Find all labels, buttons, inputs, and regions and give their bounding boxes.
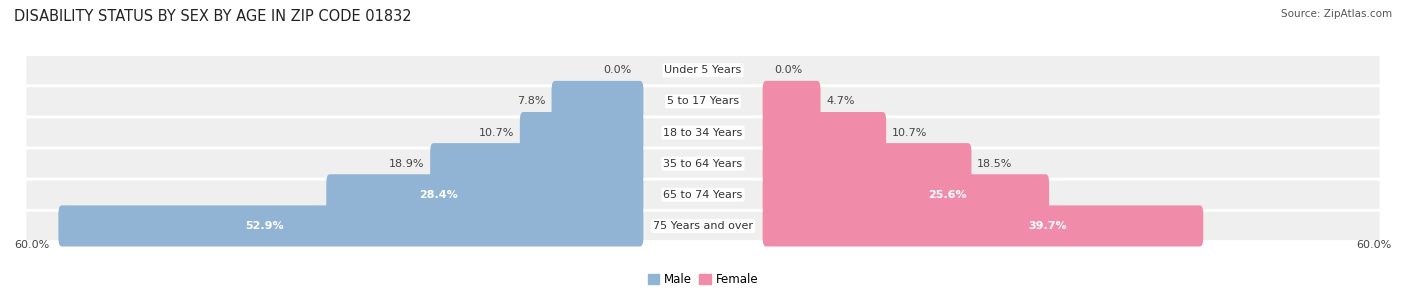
Text: 18 to 34 Years: 18 to 34 Years <box>664 128 742 137</box>
Text: 7.8%: 7.8% <box>517 96 546 106</box>
FancyBboxPatch shape <box>25 148 1381 179</box>
FancyBboxPatch shape <box>762 112 886 153</box>
FancyBboxPatch shape <box>326 174 644 215</box>
Text: 75 Years and over: 75 Years and over <box>652 221 754 231</box>
Text: 65 to 74 Years: 65 to 74 Years <box>664 190 742 200</box>
FancyBboxPatch shape <box>430 143 644 184</box>
FancyBboxPatch shape <box>551 81 644 122</box>
Text: 52.9%: 52.9% <box>245 221 284 231</box>
FancyBboxPatch shape <box>762 81 821 122</box>
FancyBboxPatch shape <box>25 179 1381 210</box>
Text: 28.4%: 28.4% <box>419 190 457 200</box>
FancyBboxPatch shape <box>25 117 1381 148</box>
FancyBboxPatch shape <box>25 86 1381 117</box>
Text: 60.0%: 60.0% <box>1357 240 1392 250</box>
Text: 39.7%: 39.7% <box>1029 221 1067 231</box>
FancyBboxPatch shape <box>520 112 644 153</box>
FancyBboxPatch shape <box>25 210 1381 241</box>
Text: Under 5 Years: Under 5 Years <box>665 65 741 75</box>
Text: 35 to 64 Years: 35 to 64 Years <box>664 159 742 169</box>
Text: 25.6%: 25.6% <box>928 190 967 200</box>
Text: 10.7%: 10.7% <box>891 128 927 137</box>
Text: 0.0%: 0.0% <box>603 65 631 75</box>
Text: Source: ZipAtlas.com: Source: ZipAtlas.com <box>1281 9 1392 19</box>
Text: 18.9%: 18.9% <box>389 159 425 169</box>
Text: DISABILITY STATUS BY SEX BY AGE IN ZIP CODE 01832: DISABILITY STATUS BY SEX BY AGE IN ZIP C… <box>14 9 412 24</box>
Text: 0.0%: 0.0% <box>775 65 803 75</box>
FancyBboxPatch shape <box>762 143 972 184</box>
Text: 4.7%: 4.7% <box>827 96 855 106</box>
Text: 18.5%: 18.5% <box>977 159 1012 169</box>
Text: 5 to 17 Years: 5 to 17 Years <box>666 96 740 106</box>
FancyBboxPatch shape <box>762 174 1049 215</box>
Legend: Male, Female: Male, Female <box>648 273 758 286</box>
Text: 60.0%: 60.0% <box>14 240 49 250</box>
Text: 10.7%: 10.7% <box>479 128 515 137</box>
FancyBboxPatch shape <box>25 55 1381 86</box>
FancyBboxPatch shape <box>59 206 644 247</box>
FancyBboxPatch shape <box>762 206 1204 247</box>
